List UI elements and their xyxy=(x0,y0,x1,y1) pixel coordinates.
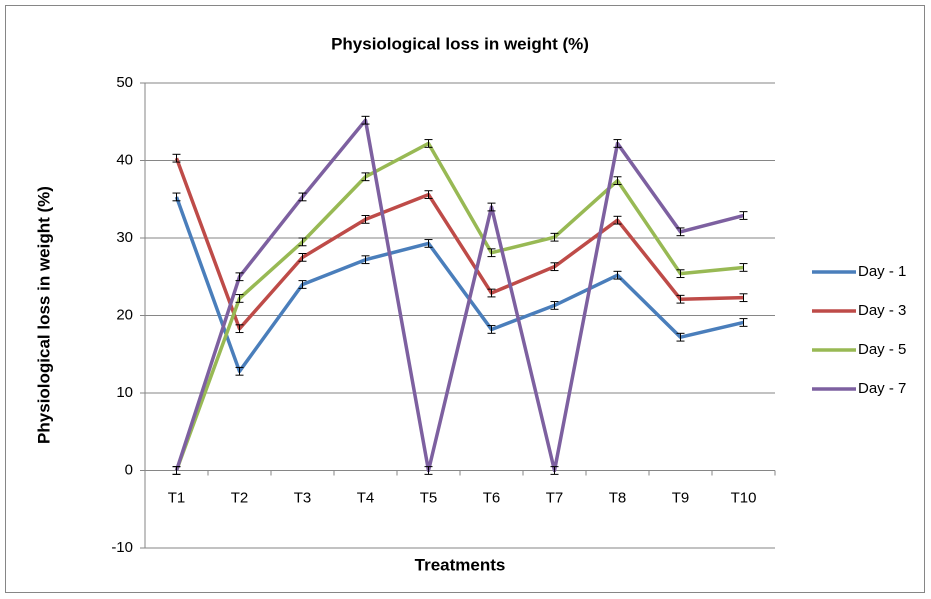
legend-label: Day - 5 xyxy=(858,341,906,358)
y-tick-label: 20 xyxy=(116,306,133,323)
error-bar xyxy=(550,466,559,475)
error-bar xyxy=(298,237,307,247)
x-tick-label: T5 xyxy=(420,489,438,506)
error-bar xyxy=(424,190,433,199)
chart-border xyxy=(5,5,925,593)
legend-label: Day - 1 xyxy=(858,263,906,280)
error-bar xyxy=(676,227,685,237)
error-bar xyxy=(235,366,244,376)
error-bar xyxy=(613,270,622,280)
error-bar xyxy=(676,269,685,279)
error-bar xyxy=(487,248,496,258)
x-tick-label: T9 xyxy=(672,489,690,506)
error-bar xyxy=(172,153,181,163)
y-axis-title: Physiological loss in weight (%) xyxy=(34,186,53,444)
error-bar xyxy=(613,176,622,186)
chart-title: Physiological loss in weight (%) xyxy=(331,34,589,53)
series-line xyxy=(174,118,744,473)
legend-label: Day - 3 xyxy=(858,302,906,319)
error-bar xyxy=(361,215,370,224)
error-bar xyxy=(739,318,748,327)
error-bar xyxy=(172,192,181,202)
error-bar xyxy=(739,211,748,220)
error-bar xyxy=(487,325,496,334)
error-bar xyxy=(613,215,622,225)
error-bar xyxy=(424,239,433,248)
series-line xyxy=(174,196,744,374)
error-bar xyxy=(172,466,181,475)
y-tick-label: -10 xyxy=(111,539,133,556)
x-tick-label: T8 xyxy=(609,489,627,506)
x-tick-label: T6 xyxy=(483,489,501,506)
error-bar xyxy=(235,294,244,303)
x-tick-label: T1 xyxy=(168,489,186,506)
y-tick-label: 30 xyxy=(116,229,133,246)
x-axis-title: Treatments xyxy=(415,555,506,574)
error-bar xyxy=(235,272,244,282)
error-bar xyxy=(550,232,559,242)
x-tick-label: T4 xyxy=(357,489,375,506)
error-bar xyxy=(298,253,307,262)
error-bar xyxy=(424,466,433,475)
y-tick-label: 10 xyxy=(116,384,133,401)
error-bar xyxy=(613,139,622,148)
y-tick-label: 50 xyxy=(116,74,133,91)
x-tick-label: T2 xyxy=(231,489,249,506)
series-line xyxy=(174,141,744,472)
error-bar xyxy=(676,294,685,304)
x-tick-label: T10 xyxy=(731,489,757,506)
error-bar xyxy=(361,115,370,125)
x-tick-label: T7 xyxy=(546,489,564,506)
error-bar xyxy=(739,293,748,303)
error-bar xyxy=(361,172,370,182)
error-bar xyxy=(550,301,559,310)
y-tick-label: 40 xyxy=(116,151,133,168)
error-bar xyxy=(361,255,370,265)
x-tick-label: T3 xyxy=(294,489,312,506)
legend-label: Day - 7 xyxy=(858,380,906,397)
series-line xyxy=(174,157,744,331)
error-bar xyxy=(424,139,433,148)
error-bar xyxy=(298,280,307,289)
error-bar xyxy=(235,324,244,334)
error-bar xyxy=(487,288,496,298)
error-bar xyxy=(550,262,559,272)
y-tick-label: 0 xyxy=(125,461,133,478)
error-bar xyxy=(487,202,496,212)
error-bar xyxy=(676,332,685,342)
error-bar xyxy=(298,192,307,202)
error-bar xyxy=(739,263,748,272)
